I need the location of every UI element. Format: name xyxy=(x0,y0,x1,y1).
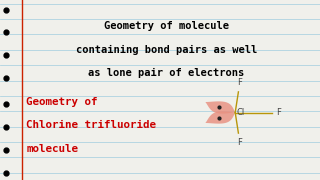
Text: Chlorine trifluoride: Chlorine trifluoride xyxy=(26,120,156,130)
Text: as lone pair of electrons: as lone pair of electrons xyxy=(88,68,244,78)
Polygon shape xyxy=(205,111,235,124)
Text: Geometry of: Geometry of xyxy=(26,97,98,107)
Text: F: F xyxy=(237,78,243,87)
Text: F: F xyxy=(276,108,281,117)
Text: Cl: Cl xyxy=(236,108,245,117)
Text: Geometry of molecule: Geometry of molecule xyxy=(104,21,229,31)
Polygon shape xyxy=(205,101,235,114)
Text: F: F xyxy=(237,138,243,147)
Text: molecule: molecule xyxy=(26,143,78,154)
Text: containing bond pairs as well: containing bond pairs as well xyxy=(76,44,257,55)
